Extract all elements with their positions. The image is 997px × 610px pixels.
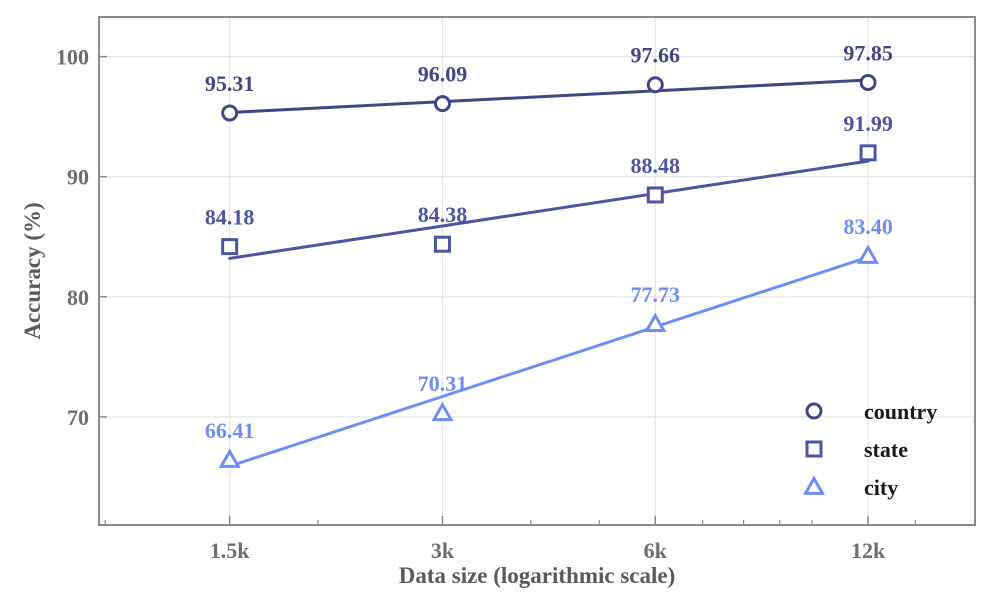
- state-data-label: 84.38: [418, 202, 468, 227]
- y-tick-label: 80: [67, 285, 89, 310]
- y-tick-label: 90: [67, 165, 89, 190]
- data-markers: [218, 73, 880, 468]
- state-marker: [859, 144, 877, 162]
- y-tick-label: 70: [67, 405, 89, 430]
- x-axis-title: Data size (logarithmic scale): [399, 563, 676, 588]
- legend-item-state: state: [805, 437, 908, 462]
- legend-label-state: state: [864, 437, 908, 462]
- legend-item-country: country: [805, 399, 937, 424]
- country-trend-line: [228, 78, 870, 114]
- x-tick-label: 12k: [851, 538, 886, 563]
- country-data-label: 97.66: [631, 43, 681, 68]
- city-legend-triangle-icon: [802, 475, 826, 495]
- city-marker: [644, 312, 667, 332]
- legend-label-country: country: [864, 399, 937, 424]
- city-data-label: 83.40: [843, 214, 893, 239]
- legend-item-city: city: [802, 475, 898, 500]
- country-legend-circle-icon: [805, 402, 823, 420]
- city-data-label: 77.73: [631, 282, 681, 307]
- state-trend-line: [228, 159, 870, 260]
- country-marker: [433, 95, 451, 113]
- country-data-label: 97.85: [843, 40, 893, 65]
- y-axis-title: Accuracy (%): [20, 202, 45, 339]
- state-marker: [221, 238, 239, 256]
- city-data-label: 66.41: [205, 418, 255, 443]
- country-marker: [859, 73, 877, 91]
- city-marker: [218, 448, 241, 468]
- legend-label-city: city: [864, 475, 898, 500]
- data-labels: 95.31 96.09 97.66 97.85 84.18 84.38 88.48 91.99…: [205, 40, 893, 443]
- trend-lines: [228, 78, 870, 468]
- x-tick-label: 1.5k: [210, 538, 251, 563]
- state-data-label: 91.99: [843, 111, 893, 136]
- country-marker: [646, 76, 664, 94]
- city-marker: [431, 401, 454, 422]
- state-marker: [433, 235, 451, 253]
- legend: country state city: [802, 399, 937, 500]
- x-tick-label: 3k: [431, 538, 455, 563]
- country-marker: [221, 104, 239, 122]
- city-data-label: 70.31: [418, 371, 468, 396]
- y-tick-label: 100: [56, 45, 89, 70]
- state-data-label: 84.18: [205, 205, 255, 230]
- state-data-label: 88.48: [631, 153, 681, 178]
- x-tick-label: 6k: [644, 538, 668, 563]
- axis-ticks: 70 80 90 100 1.5k 3k 6k 12k: [56, 45, 916, 563]
- city-trend-line: [228, 255, 870, 468]
- city-marker: [856, 244, 880, 264]
- plot-frame: [98, 16, 976, 526]
- country-data-label: 95.31: [205, 71, 255, 96]
- state-legend-square-icon: [805, 440, 823, 458]
- country-data-label: 96.09: [418, 62, 468, 87]
- state-marker: [646, 186, 664, 204]
